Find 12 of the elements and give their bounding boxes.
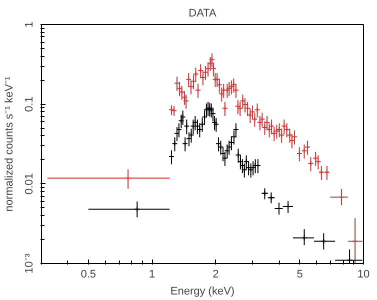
y-tick-label: 1 xyxy=(24,21,36,28)
x-tick-label: 1 xyxy=(149,268,156,280)
x-tick-label: 2 xyxy=(212,268,219,280)
x-tick-label: 10 xyxy=(357,268,370,280)
y-tick-label: 10⁻³ xyxy=(24,253,36,274)
x-axis-title: Energy (keV) xyxy=(170,286,235,298)
chart-title: DATA xyxy=(188,8,218,20)
y-axis-title: normalized counts s⁻¹ keV⁻¹ xyxy=(4,76,16,212)
y-tick-label: 0.01 xyxy=(24,173,36,195)
x-tick-label: 5 xyxy=(296,268,303,280)
y-tick-label: 0.1 xyxy=(24,96,36,112)
x-tick-label: 0.5 xyxy=(80,268,96,280)
